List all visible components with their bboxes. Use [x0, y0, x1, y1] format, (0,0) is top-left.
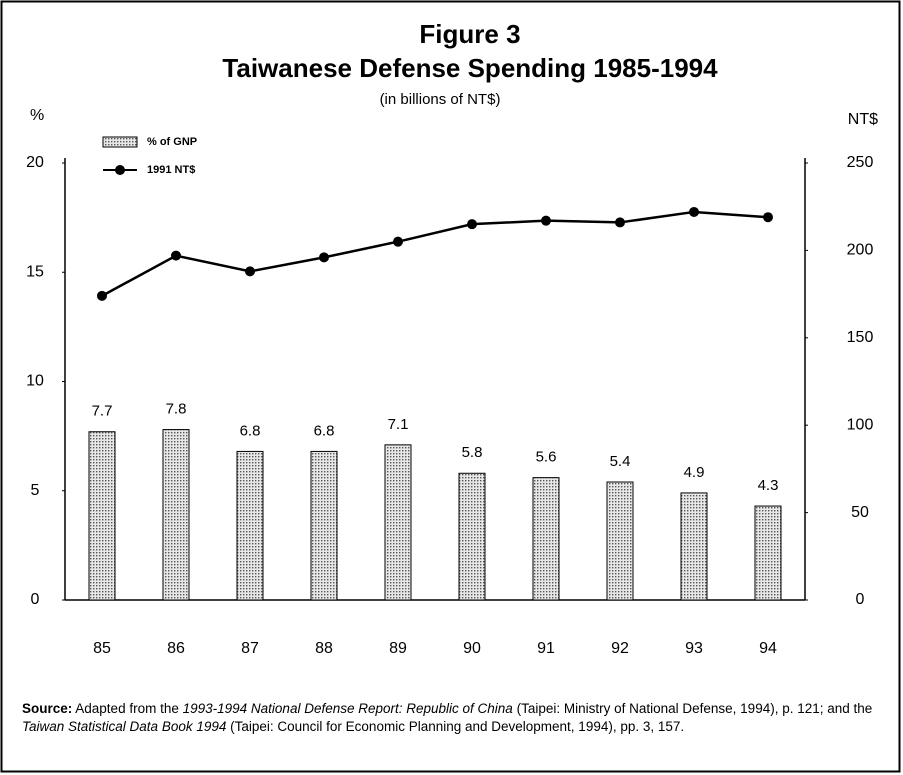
x-tick-label: 85 — [93, 640, 111, 657]
data-label: 6.8 — [314, 422, 335, 439]
line-point — [319, 252, 329, 263]
data-label: 4.3 — [758, 477, 779, 494]
bar — [310, 450, 338, 601]
source-title: Taiwan Statistical Data Book 1994 — [22, 719, 227, 734]
bar — [88, 431, 116, 601]
line-point — [763, 212, 773, 223]
legend-label: 1991 NT$ — [147, 164, 195, 176]
line-point — [393, 236, 403, 247]
line-point — [171, 250, 181, 261]
y2-axis-label: NT$ — [848, 111, 878, 128]
bar — [384, 444, 412, 601]
legend-swatch — [102, 136, 138, 148]
y-tick-label: 0 — [31, 591, 40, 608]
chart-note: (in billions of NT$) — [380, 91, 501, 108]
y2-tick-label: 200 — [847, 242, 874, 259]
x-tick-label: 91 — [537, 640, 555, 657]
y-tick-label: 10 — [26, 373, 44, 390]
bar — [458, 472, 486, 601]
bar — [532, 477, 560, 601]
x-tick-label: 93 — [685, 640, 703, 657]
legend-label: % of GNP — [147, 136, 197, 148]
source-text: (Taipei: Council for Economic Planning a… — [226, 719, 685, 734]
x-tick-label: 94 — [759, 640, 777, 657]
bar — [162, 429, 190, 601]
bar — [606, 481, 634, 601]
data-label: 5.8 — [462, 444, 483, 461]
x-tick-label: 87 — [241, 640, 259, 657]
y-tick-label: 5 — [31, 482, 40, 499]
source: Source: Adapted from the 1993-1994 Natio… — [22, 700, 892, 736]
x-tick-label: 86 — [167, 640, 185, 657]
x-tick-label: 89 — [389, 640, 407, 657]
source-label: Source: — [22, 701, 73, 716]
legend-swatch — [115, 165, 125, 175]
chart-title: Figure 3 — [419, 19, 520, 49]
y2-tick-label: 50 — [851, 504, 869, 521]
line-point — [689, 206, 699, 217]
x-tick-label: 90 — [463, 640, 481, 657]
y2-tick-label: 150 — [847, 329, 874, 346]
y2-tick-label: 100 — [847, 416, 874, 433]
bar — [754, 505, 782, 601]
source-text: Adapted from the — [75, 701, 183, 716]
data-label: 5.4 — [610, 453, 631, 470]
bar — [680, 492, 708, 601]
line-point — [541, 215, 551, 226]
line-point — [245, 266, 255, 277]
y2-tick-label: 0 — [856, 591, 865, 608]
line — [101, 210, 769, 297]
data-label: 5.6 — [536, 449, 557, 466]
x-tick-label: 88 — [315, 640, 333, 657]
line-point — [467, 219, 477, 230]
data-label: 6.8 — [240, 422, 261, 439]
source-text: (Taipei: Ministry of National Defense, 1… — [512, 701, 873, 716]
data-label: 7.8 — [166, 401, 187, 418]
chart-subtitle: Taiwanese Defense Spending 1985-1994 — [222, 53, 718, 83]
y-tick-label: 20 — [26, 154, 44, 171]
y2-tick-label: 250 — [847, 154, 874, 171]
y-axis-label: % — [30, 107, 44, 124]
line-point — [615, 217, 625, 228]
line-point — [97, 290, 107, 301]
source-title: 1993-1994 National Defense Report: Repub… — [182, 701, 513, 716]
data-label: 7.7 — [92, 403, 113, 420]
x-tick-label: 92 — [611, 640, 629, 657]
data-label: 4.9 — [684, 464, 705, 481]
bar — [236, 450, 264, 601]
data-label: 7.1 — [388, 416, 409, 433]
y-tick-label: 15 — [26, 263, 44, 280]
